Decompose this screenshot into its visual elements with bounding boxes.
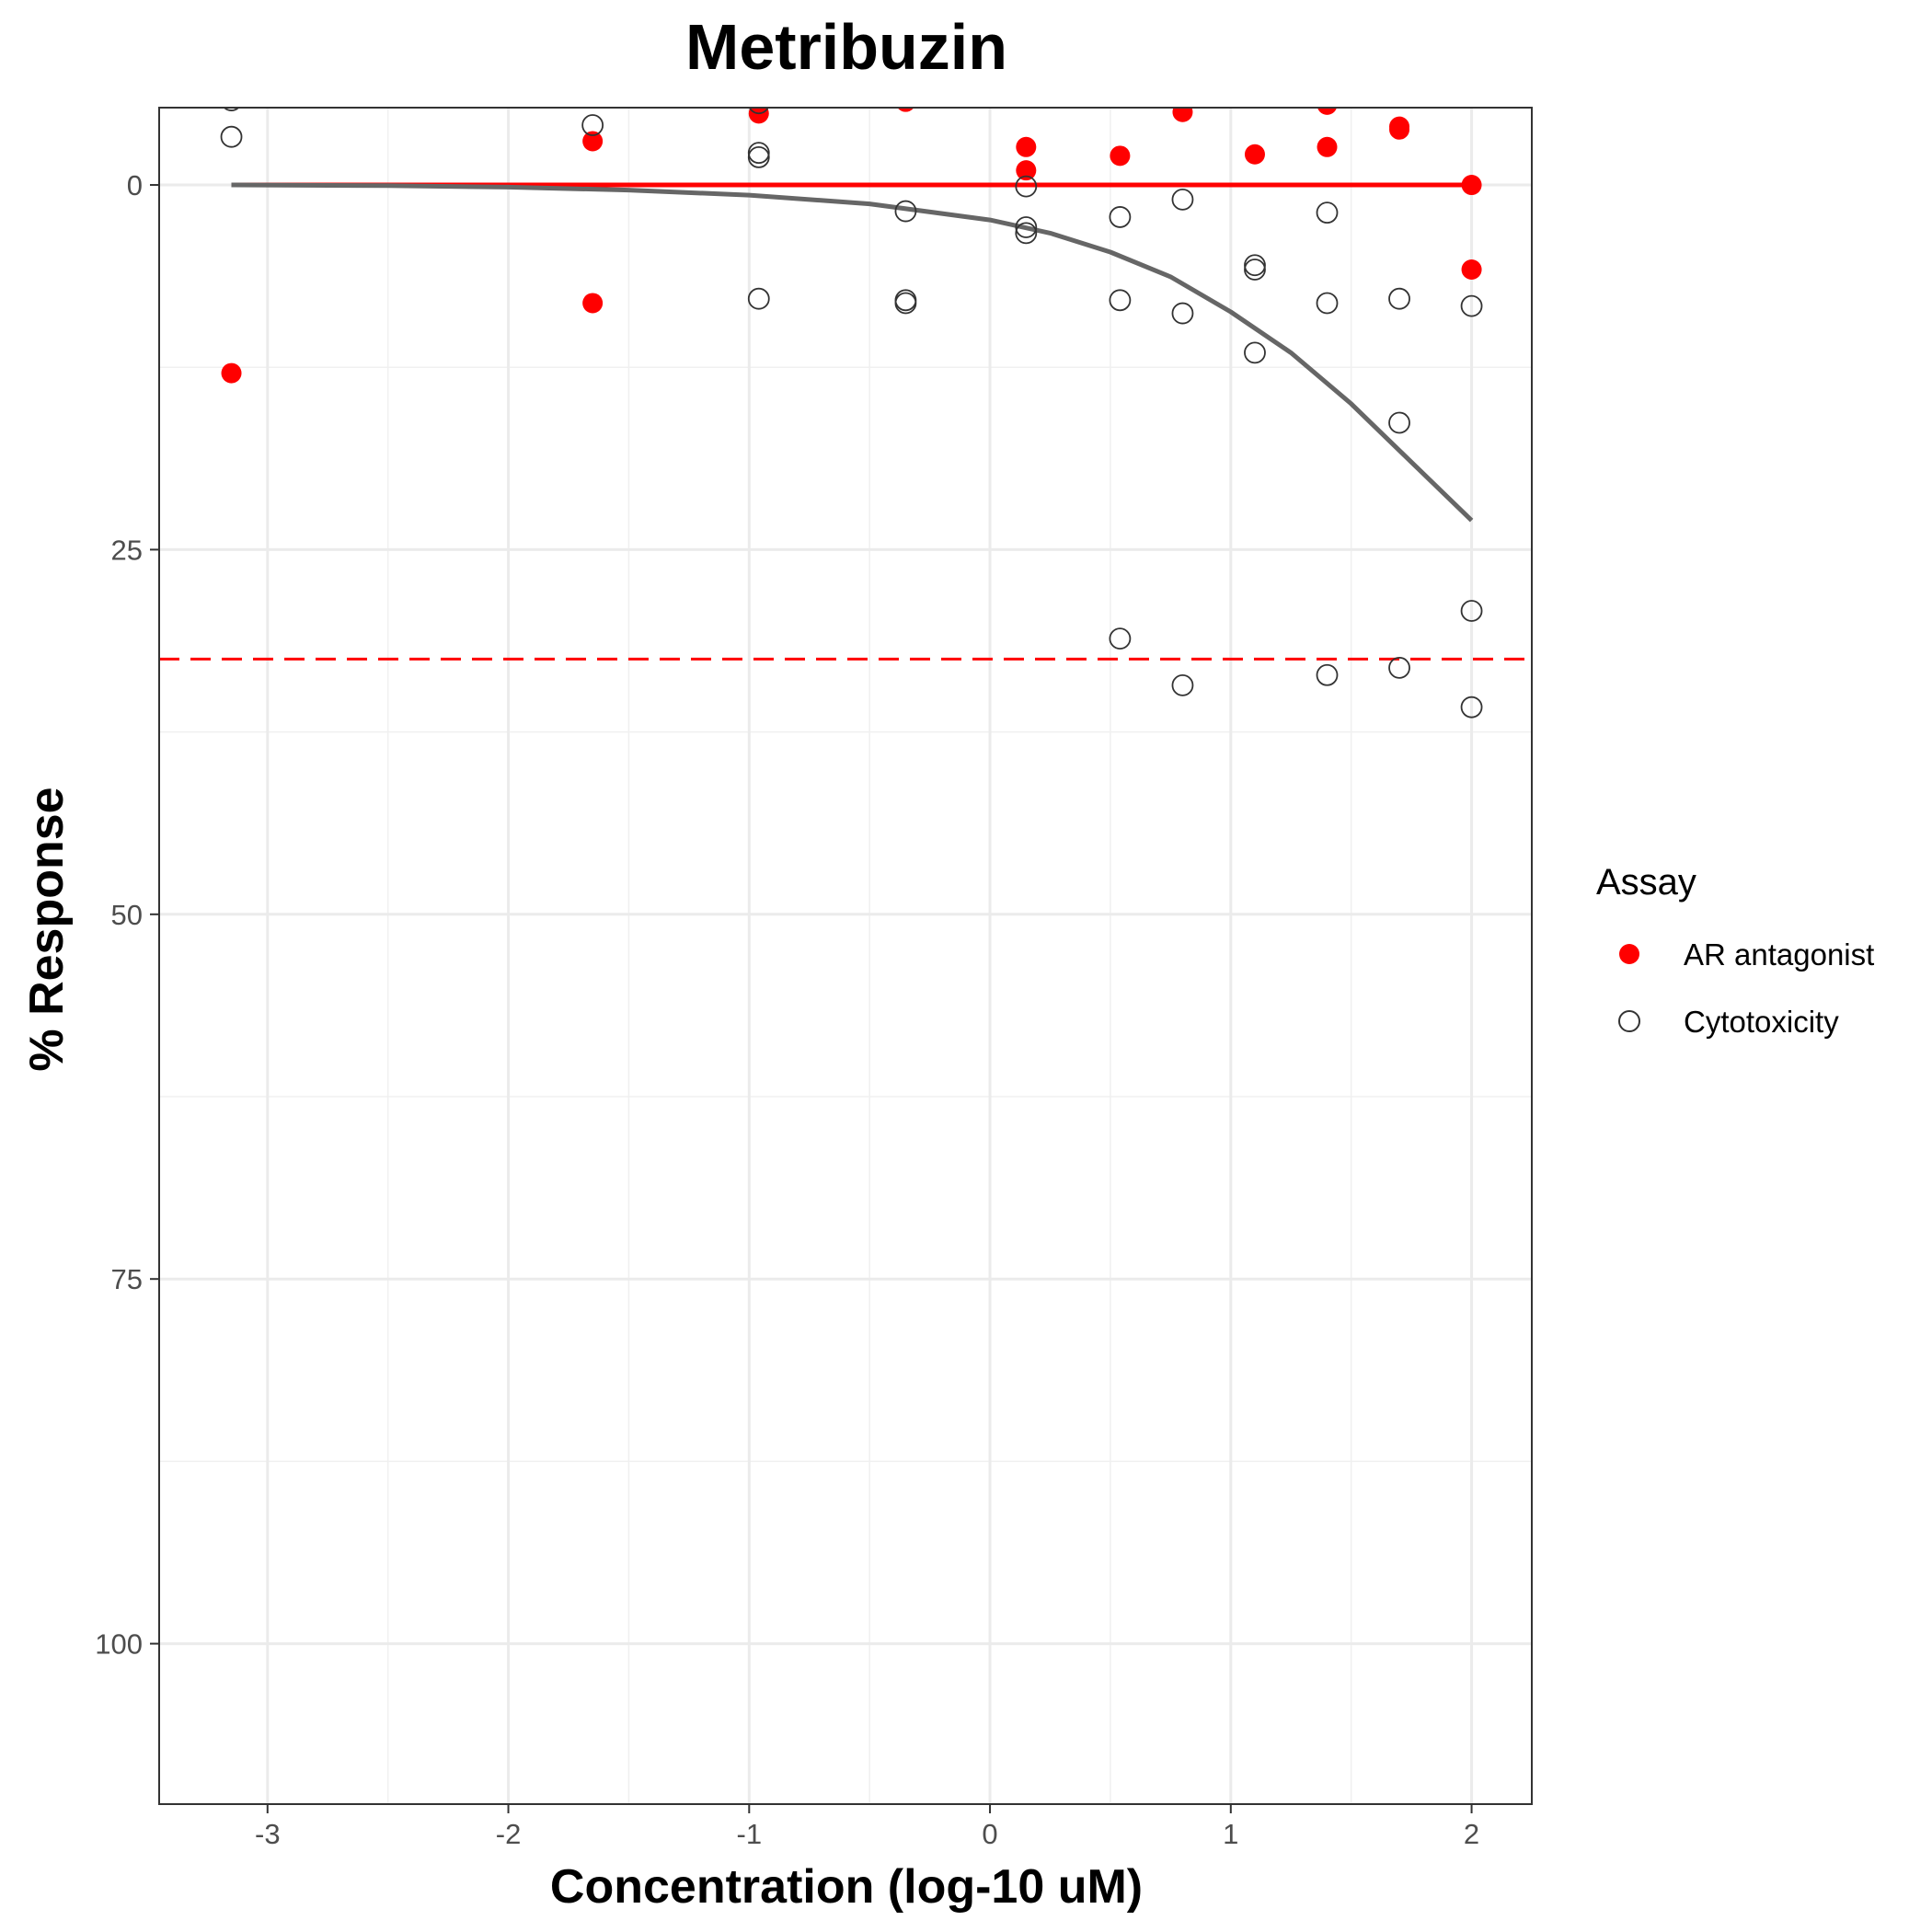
x-tick-label: 2 <box>1464 1818 1479 1850</box>
point-cytotoxicity <box>1171 188 1194 211</box>
point-cytotoxicity <box>747 287 770 310</box>
point-cytotoxicity <box>894 292 917 315</box>
point-cytotoxicity <box>1244 254 1266 277</box>
point-cytotoxicity <box>1109 627 1132 650</box>
legend-key-cytotoxicity <box>1618 1010 1640 1032</box>
point-ar-antagonist <box>1016 136 1037 157</box>
y-tick-label: 75 <box>111 1263 143 1295</box>
point-ar-antagonist <box>1461 175 1482 196</box>
point-ar-antagonist <box>582 131 604 152</box>
point-cytotoxicity <box>1316 292 1339 315</box>
data-points <box>220 108 1483 719</box>
point-ar-antagonist <box>221 362 242 384</box>
grid-lines <box>159 108 1532 1804</box>
point-ar-antagonist <box>1110 145 1131 167</box>
point-cytotoxicity <box>1460 696 1483 719</box>
legend-key-ar-antagonist <box>1619 944 1639 964</box>
point-cytotoxicity <box>747 146 770 168</box>
point-ar-antagonist <box>1244 144 1265 165</box>
point-cytotoxicity <box>1109 289 1132 312</box>
point-cytotoxicity <box>1388 411 1410 434</box>
point-cytotoxicity <box>1316 201 1339 224</box>
x-tick-label: -3 <box>255 1818 281 1850</box>
point-cytotoxicity <box>1316 663 1339 686</box>
point-cytotoxicity <box>1388 287 1410 310</box>
point-ar-antagonist <box>1389 119 1410 140</box>
x-tick-label: -1 <box>737 1818 763 1850</box>
point-ar-antagonist <box>1172 108 1193 122</box>
point-cytotoxicity <box>1244 341 1266 364</box>
point-cytotoxicity <box>1015 175 1038 198</box>
y-tick-label: 0 <box>127 169 143 201</box>
y-tick-label: 25 <box>111 534 143 566</box>
y-tick-label: 100 <box>95 1628 143 1661</box>
plot-panel-border <box>158 107 1533 1805</box>
point-cytotoxicity <box>747 142 770 165</box>
x-axis-title: Concentration (log-10 uM) <box>550 1860 1143 1914</box>
point-cytotoxicity <box>1460 294 1483 317</box>
fit-curves <box>231 182 1474 523</box>
point-cytotoxicity <box>1109 206 1132 228</box>
x-tick-label: 0 <box>982 1818 997 1850</box>
y-axis-title: % Response <box>20 787 74 1071</box>
legend: Assay AR antagonist Cytotoxicity <box>1596 862 1874 1039</box>
point-ar-antagonist <box>1461 259 1482 280</box>
point-ar-antagonist <box>582 293 604 314</box>
point-cytotoxicity <box>1460 600 1483 622</box>
point-ar-antagonist <box>1317 108 1338 115</box>
point-cytotoxicity <box>748 108 769 115</box>
y-tick-label: 50 <box>111 899 143 931</box>
x-tick-label: -2 <box>496 1818 522 1850</box>
point-cytotoxicity <box>581 114 604 136</box>
point-cytotoxicity <box>1388 656 1410 679</box>
x-tick-label: 1 <box>1223 1818 1238 1850</box>
point-ar-antagonist <box>1016 160 1037 181</box>
axis-ticks: -3 -2 -1 0 1 2 0 25 50 75 100 <box>95 169 1479 1850</box>
legend-label-ar-antagonist: AR antagonist <box>1684 937 1874 972</box>
legend-label-cytotoxicity: Cytotoxicity <box>1684 1005 1839 1039</box>
point-cytotoxicity <box>1171 673 1194 696</box>
point-cytotoxicity <box>1244 259 1266 281</box>
point-ar-antagonist <box>1317 136 1338 157</box>
point-cytotoxicity <box>223 108 240 111</box>
point-cytotoxicity <box>894 200 917 223</box>
legend-title: Assay <box>1596 862 1696 903</box>
point-ar-antagonist <box>897 108 914 112</box>
chart-title: Metribuzin <box>685 11 1007 83</box>
point-cytotoxicity <box>1015 222 1038 245</box>
point-cytotoxicity <box>1171 302 1194 325</box>
fit-curve-cytotoxicity <box>231 182 1474 523</box>
point-cytotoxicity <box>220 125 243 148</box>
point-cytotoxicity <box>1015 216 1038 238</box>
